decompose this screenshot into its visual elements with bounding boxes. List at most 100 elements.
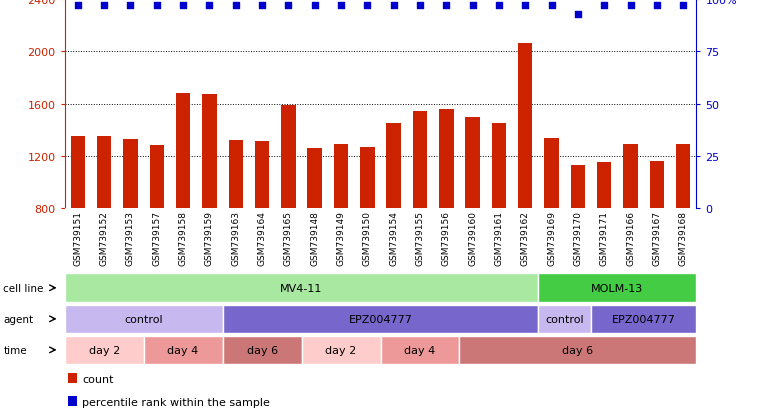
Text: GSM739152: GSM739152 [100,211,109,265]
Bar [301,336,380,364]
Bar [387,124,401,209]
Bar [202,95,217,209]
Bar [380,336,460,364]
Point [677,3,689,9]
Text: GSM739159: GSM739159 [205,211,214,266]
Bar [360,147,374,209]
Bar [176,94,190,209]
Point [282,3,295,9]
Text: time: time [3,345,27,355]
Text: GSM739160: GSM739160 [468,211,477,266]
Text: GSM739161: GSM739161 [495,211,504,266]
Bar [123,140,138,209]
Bar [544,138,559,209]
Point [598,3,610,9]
Bar [412,112,427,209]
Bar [623,145,638,209]
Bar [460,336,696,364]
Point [72,3,84,9]
Point [572,11,584,18]
Point [387,3,400,9]
Text: day 6: day 6 [247,345,278,355]
Bar [65,305,223,333]
Text: EPZ004777: EPZ004777 [612,314,676,324]
Text: GSM739151: GSM739151 [73,211,82,266]
Bar [650,161,664,209]
Bar [439,109,454,209]
Bar [334,145,349,209]
Text: GSM739149: GSM739149 [336,211,345,265]
Point [466,3,479,9]
Text: GSM739166: GSM739166 [626,211,635,266]
Text: MV4-11: MV4-11 [280,283,323,293]
Text: GSM739169: GSM739169 [547,211,556,266]
Bar [539,305,591,333]
Bar [597,163,611,209]
Text: GSM739148: GSM739148 [310,211,319,265]
Text: day 2: day 2 [88,345,119,355]
Text: GSM739163: GSM739163 [231,211,240,266]
Text: GSM739158: GSM739158 [179,211,188,266]
Bar [223,305,539,333]
Bar [150,146,164,209]
Point [493,3,505,9]
Bar [68,396,78,406]
Text: GSM739153: GSM739153 [126,211,135,266]
Bar [307,149,322,209]
Text: MOLM-13: MOLM-13 [591,283,644,293]
Point [651,3,663,9]
Point [177,3,189,9]
Text: GSM739150: GSM739150 [363,211,372,266]
Bar [144,336,223,364]
Text: control: control [546,314,584,324]
Point [309,3,321,9]
Point [546,3,558,9]
Text: day 2: day 2 [326,345,357,355]
Bar [492,124,506,209]
Point [98,3,110,9]
Point [256,3,268,9]
Bar [591,305,696,333]
Bar [539,274,696,302]
Point [230,3,242,9]
Point [414,3,426,9]
Bar [97,137,111,209]
Bar [65,274,539,302]
Text: percentile rank within the sample: percentile rank within the sample [82,396,270,406]
Bar [466,117,480,209]
Bar [71,137,85,209]
Bar [518,44,533,209]
Bar [676,145,690,209]
Text: count: count [82,374,113,384]
Text: GSM739154: GSM739154 [389,211,398,265]
Bar [223,336,301,364]
Bar [571,166,585,209]
Point [203,3,215,9]
Text: control: control [124,314,163,324]
Text: cell line: cell line [3,283,43,293]
Text: GSM739156: GSM739156 [442,211,451,266]
Text: GSM739164: GSM739164 [257,211,266,265]
Bar [68,373,78,384]
Text: GSM739155: GSM739155 [416,211,425,266]
Text: GSM739168: GSM739168 [679,211,688,266]
Point [151,3,163,9]
Text: GSM739157: GSM739157 [152,211,161,266]
Text: EPZ004777: EPZ004777 [349,314,412,324]
Text: day 6: day 6 [562,345,594,355]
Text: GSM739171: GSM739171 [600,211,609,266]
Point [440,3,452,9]
Point [361,3,374,9]
Text: GSM739162: GSM739162 [521,211,530,265]
Text: day 4: day 4 [167,345,199,355]
Bar [228,141,243,209]
Bar [65,336,144,364]
Point [625,3,637,9]
Point [519,3,531,9]
Point [124,3,136,9]
Bar [281,106,295,209]
Text: agent: agent [3,314,33,324]
Text: day 4: day 4 [404,345,435,355]
Bar [255,142,269,209]
Text: GSM739170: GSM739170 [573,211,582,266]
